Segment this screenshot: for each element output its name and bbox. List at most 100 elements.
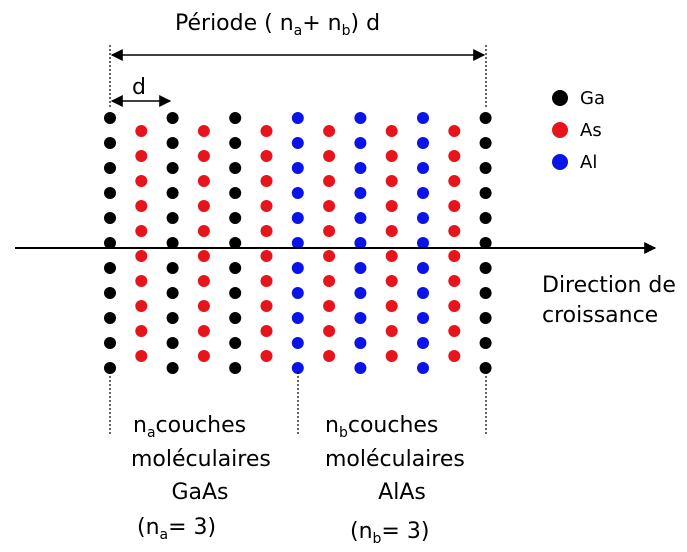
- atom: [323, 325, 336, 337]
- atom: [385, 325, 398, 337]
- spacing-label: d: [132, 75, 146, 100]
- atom: [448, 350, 461, 362]
- atom: [448, 250, 461, 262]
- atom: [135, 300, 148, 312]
- atom: [260, 250, 273, 262]
- atom: [197, 150, 210, 162]
- atom: [166, 337, 179, 349]
- guides: [109, 45, 487, 435]
- atom: [104, 187, 116, 199]
- atom: [448, 225, 461, 237]
- atom: [104, 287, 116, 299]
- atom: [448, 300, 461, 312]
- atom: [479, 162, 492, 174]
- atom: [291, 112, 304, 124]
- atom: [104, 362, 116, 374]
- legend-dot: [552, 154, 568, 170]
- atom: [104, 262, 116, 274]
- atom: [291, 337, 304, 349]
- atom: [229, 112, 242, 124]
- direction-label: croissance: [542, 303, 658, 328]
- atom: [417, 212, 429, 224]
- atom: [291, 137, 304, 149]
- atom: [354, 112, 367, 124]
- atom: [385, 125, 398, 137]
- atom: [166, 287, 179, 299]
- svg-text:nbcouches: nbcouches: [325, 413, 438, 441]
- atom: [260, 175, 273, 187]
- atom: [135, 275, 148, 287]
- atom: [104, 337, 116, 349]
- atom: [354, 287, 367, 299]
- atom: [354, 187, 367, 199]
- atom: [354, 237, 367, 249]
- atom: [385, 275, 398, 287]
- atom: [229, 212, 242, 224]
- atom: [323, 125, 336, 137]
- atom: [448, 175, 461, 187]
- atom: [323, 250, 336, 262]
- atom: [197, 175, 210, 187]
- atom: [354, 162, 367, 174]
- atom: [166, 187, 179, 199]
- atom: [448, 200, 461, 212]
- atom: [323, 150, 336, 162]
- atom: [291, 287, 304, 299]
- atom: [354, 137, 367, 149]
- atom: [135, 350, 148, 362]
- atom: [166, 237, 179, 249]
- atom: [479, 312, 492, 324]
- atom: [323, 300, 336, 312]
- atom: [417, 162, 429, 174]
- atom: [229, 337, 242, 349]
- atom: [291, 212, 304, 224]
- legend-label: Al: [580, 152, 597, 173]
- atom: [479, 212, 492, 224]
- atom: [354, 312, 367, 324]
- period-label: Période ( na+ nb) d: [175, 11, 380, 39]
- atom: [260, 150, 273, 162]
- layer-b-label: nbcouches moléculaires AlAs (nb= 3): [325, 413, 465, 547]
- atom: [260, 275, 273, 287]
- atom: [104, 162, 116, 174]
- atom: [260, 225, 273, 237]
- atom: [229, 362, 242, 374]
- atom: [166, 212, 179, 224]
- atom: [260, 200, 273, 212]
- atom: [479, 112, 492, 124]
- atom: [135, 325, 148, 337]
- atom: [229, 237, 242, 249]
- legend-label: Ga: [580, 88, 605, 109]
- atom: [417, 337, 429, 349]
- atom: [260, 300, 273, 312]
- atom: [448, 325, 461, 337]
- svg-text:moléculaires: moléculaires: [131, 447, 271, 472]
- atom: [354, 262, 367, 274]
- atom: [417, 112, 429, 124]
- atom: [104, 312, 116, 324]
- layer-a-label: nacouches moléculaires GaAs (na= 3): [131, 413, 271, 543]
- atom: [385, 150, 398, 162]
- svg-text:moléculaires: moléculaires: [325, 447, 465, 472]
- atom: [417, 312, 429, 324]
- atom: [291, 162, 304, 174]
- atom: [385, 300, 398, 312]
- atom: [166, 137, 179, 149]
- atoms: [104, 112, 492, 374]
- atom: [354, 362, 367, 374]
- atom: [135, 250, 148, 262]
- atom: [197, 350, 210, 362]
- atom: [260, 350, 273, 362]
- atom: [229, 287, 242, 299]
- atom: [104, 237, 116, 249]
- atom: [385, 350, 398, 362]
- atom: [166, 362, 179, 374]
- atom: [385, 175, 398, 187]
- atom: [104, 137, 116, 149]
- svg-text:AlAs: AlAs: [378, 480, 426, 505]
- atom: [417, 237, 429, 249]
- legend: Ga As Al: [552, 88, 605, 173]
- atom: [197, 125, 210, 137]
- atom: [291, 312, 304, 324]
- atom: [417, 137, 429, 149]
